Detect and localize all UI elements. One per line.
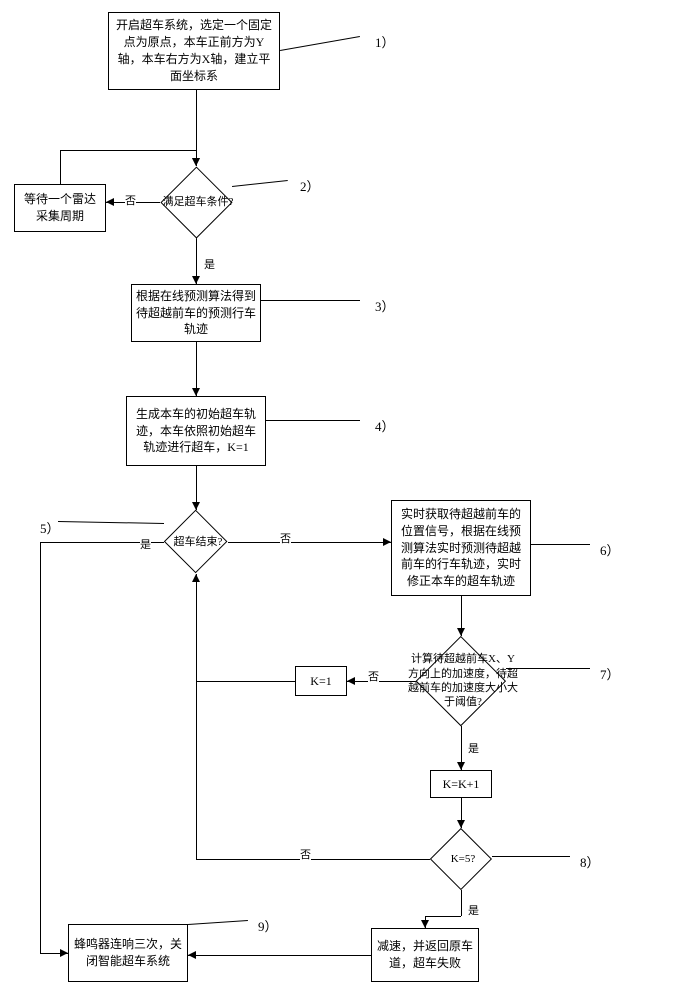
- callout-label: 9）: [258, 916, 278, 935]
- process-box: 开启超车系统，选定一个固定点为原点，本车正前方为Y轴，本车右方为X轴，建立平面坐…: [108, 12, 280, 90]
- edge-label: 否: [368, 668, 379, 684]
- edge-label: 是: [468, 740, 479, 756]
- process-box: 生成本车的初始超车轨迹，本车依照初始超车轨迹进行超车，K=1: [126, 396, 266, 466]
- edge-label: 是: [204, 256, 215, 272]
- process-box: K=1: [295, 666, 347, 696]
- edge-label: 是: [140, 536, 151, 552]
- process-box: K=K+1: [430, 770, 492, 798]
- edge-label: 否: [300, 846, 311, 862]
- callout-label: 6）: [600, 540, 620, 559]
- edge-label: 否: [125, 192, 136, 208]
- decision-text: 超车结束?: [156, 510, 240, 574]
- process-box: 等待一个雷达采集周期: [14, 184, 106, 232]
- edge-label: 是: [468, 902, 479, 918]
- decision-text: 计算待超越前车X、Y方向上的加速度，待超越前车的加速度大小大于阈值?: [405, 636, 522, 726]
- decision-text: K=5?: [422, 828, 504, 890]
- process-box: 实时获取待超越前车的位置信号，根据在线预测算法实时预测待超越前车的行车轨迹，实时…: [391, 500, 531, 596]
- callout-label: 5）: [40, 518, 60, 537]
- process-box: 减速，并返回原车道，超车失败: [371, 928, 479, 982]
- callout-label: 7）: [600, 664, 620, 683]
- edge-label: 否: [280, 530, 291, 546]
- callout-label: 2）: [300, 176, 320, 195]
- callout-label: 1）: [375, 32, 395, 51]
- callout-label: 3）: [375, 296, 395, 315]
- process-box: 蜂鸣器连响三次，关闭智能超车系统: [68, 924, 188, 982]
- decision-text: 满足超车条件?: [151, 166, 245, 238]
- process-box: 根据在线预测算法得到待超越前车的预测行车轨迹: [131, 284, 261, 342]
- callout-label: 4）: [375, 416, 395, 435]
- callout-label: 8）: [580, 852, 600, 871]
